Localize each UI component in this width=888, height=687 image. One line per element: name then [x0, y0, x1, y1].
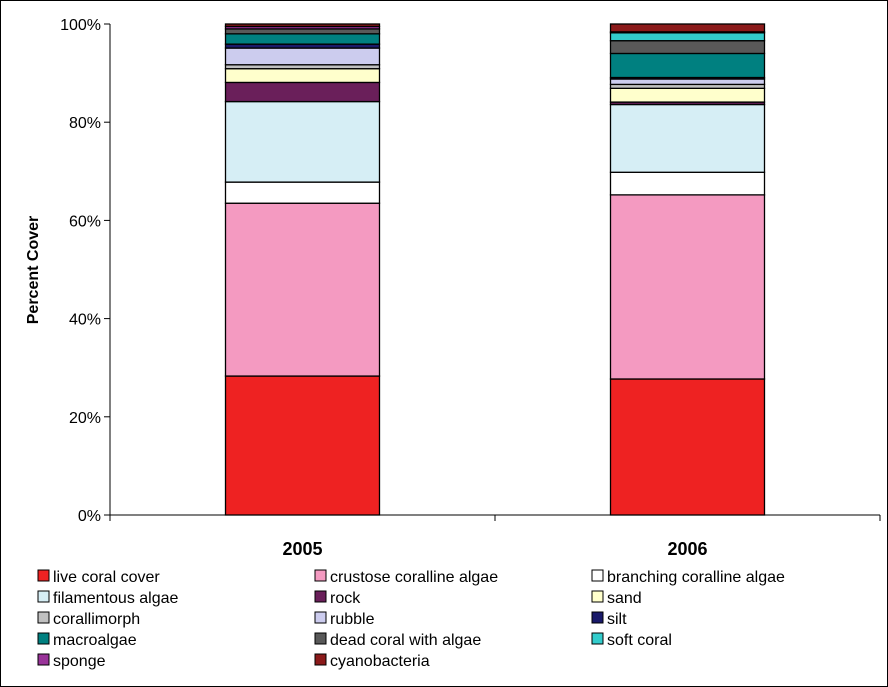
y-axis-title: Percent Cover	[25, 216, 42, 325]
plot-area	[224, 23, 766, 516]
legend-swatch	[37, 569, 50, 582]
legend-swatch	[591, 590, 604, 603]
bar-segment	[609, 87, 766, 103]
legend: live coral cover crustose coralline algae…	[37, 569, 785, 670]
bar-segment	[609, 103, 766, 173]
bar-segment	[609, 40, 766, 55]
axes: 0% 20% 40% 60% 80% 100% 2005 2006	[60, 17, 881, 559]
legend-label: filamentous algae	[53, 590, 179, 607]
bar-segment	[224, 81, 381, 103]
legend-label: silt	[607, 611, 627, 628]
legend-label: sponge	[53, 653, 106, 670]
y-tick-label: 80%	[69, 115, 101, 132]
x-category-label: 2006	[667, 539, 707, 559]
legend-swatch	[37, 590, 50, 603]
y-tick-label: 100%	[60, 17, 101, 34]
legend-label: rock	[330, 590, 361, 607]
legend-swatch	[37, 653, 50, 666]
bar-segment	[224, 100, 381, 183]
legend-swatch	[314, 653, 327, 666]
bar-segment	[609, 378, 766, 516]
legend-swatch	[37, 611, 50, 624]
legend-label: rubble	[330, 611, 375, 628]
bar-segment	[609, 32, 766, 42]
legend-swatch	[37, 632, 50, 645]
bar-segment	[609, 23, 766, 33]
legend-label: crustose coralline algae	[330, 569, 498, 586]
bar-segment	[609, 78, 766, 86]
bar-segment	[224, 68, 381, 84]
bar-segment	[609, 52, 766, 79]
legend-swatch	[591, 632, 604, 645]
legend-label: dead coral with algae	[330, 632, 481, 649]
legend-label: sand	[607, 590, 642, 607]
bar-segment	[224, 202, 381, 377]
bar-segment	[224, 28, 381, 35]
bar-segment	[224, 33, 381, 45]
bar-segment	[609, 171, 766, 196]
y-tick-label: 40%	[69, 312, 101, 329]
legend-swatch	[314, 569, 327, 582]
legend-label: cyanobacteria	[330, 653, 430, 670]
bar-segment	[224, 47, 381, 66]
legend-label: live coral cover	[53, 569, 160, 586]
bar-segment	[224, 181, 381, 204]
legend-label: macroalgae	[53, 632, 137, 649]
legend-label: soft coral	[607, 632, 672, 649]
bar-segment	[224, 375, 381, 516]
bar-segment	[609, 194, 766, 380]
y-tick-label: 60%	[69, 213, 101, 230]
legend-label: corallimorph	[53, 611, 140, 628]
legend-swatch	[591, 611, 604, 624]
legend-swatch	[591, 569, 604, 582]
legend-swatch	[314, 611, 327, 624]
legend-label: branching coralline algae	[607, 569, 785, 586]
bar-segment	[224, 23, 381, 28]
y-tick-label: 0%	[78, 508, 101, 525]
legend-swatch	[314, 590, 327, 603]
legend-swatch	[314, 632, 327, 645]
x-category-label: 2005	[282, 539, 322, 559]
y-tick-label: 20%	[69, 410, 101, 427]
